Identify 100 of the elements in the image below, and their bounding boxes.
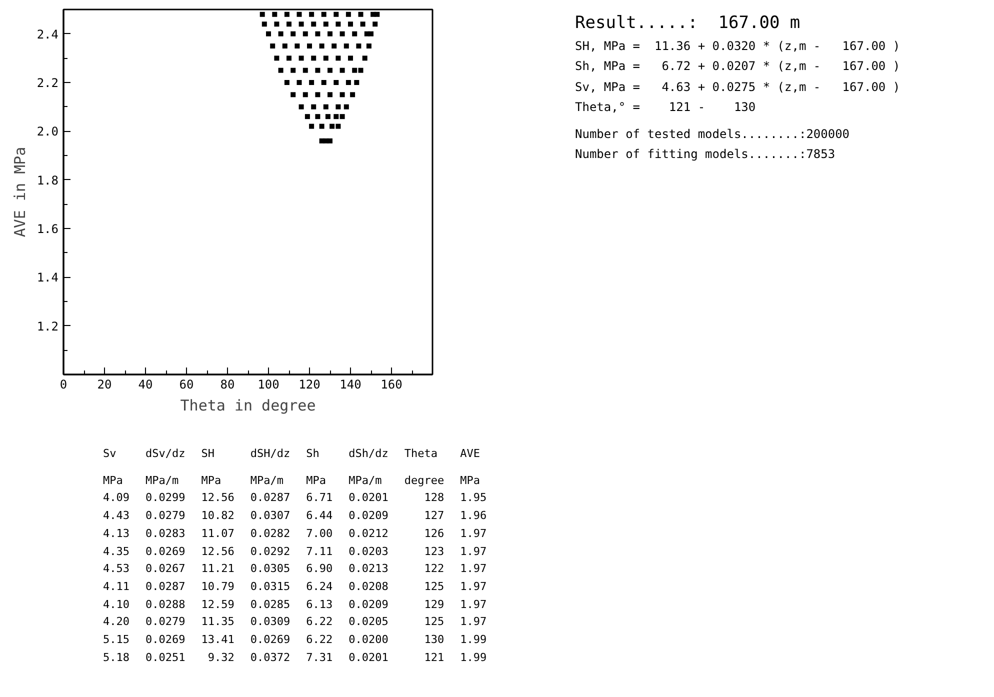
text: 1.97 [459,614,488,630]
x-tick-label: 100 [258,378,280,392]
text: Sh, MPa = 6.72 + 0.0207 * (z,m - 167.00 ) [575,58,900,76]
text: MPa/m [144,472,180,489]
text: 13.41 [200,632,236,648]
text: 1.97 [459,544,488,560]
text: 1.96 [459,508,488,524]
text: 6.22 [305,632,334,648]
text: 0.0287 [144,578,186,595]
text: 0.0299 [144,490,186,506]
x-axis-title: Theta in degree [180,396,316,414]
text: 0.0305 [249,561,292,578]
text: 0.0287 [249,490,292,506]
y-tick-label: 1.6 [36,222,59,236]
text: 1.97 [459,526,488,542]
text: Number of fitting models.......:7853 [575,146,836,163]
text: 0.0269 [249,632,292,648]
text: 0.0282 [249,526,292,542]
text: 11.21 [200,561,236,578]
text: degree [403,472,446,489]
y-tick-label: 2.2 [36,76,59,90]
text: 6.90 [305,561,334,578]
text: 0.0292 [249,544,292,560]
text: 1.97 [459,596,488,613]
text: dSv/dz [144,446,186,462]
text: AVE [459,446,481,462]
x-tick-label: 140 [340,378,362,392]
text: 5.18 [102,650,130,666]
text: Sv [102,446,118,462]
text: 12.59 [200,596,236,613]
text: 0.0307 [249,508,292,524]
text: 123 [423,544,446,560]
x-tick-label: 160 [380,378,402,392]
text: 0.0212 [348,526,390,542]
text: MPa [305,472,327,489]
text: 4.10 [102,596,130,613]
text: 1.95 [459,490,488,506]
text: 10.79 [200,578,236,595]
y-axis-title: AVE in MPa [10,146,29,238]
text: 0.0201 [348,490,390,506]
text: 0.0309 [249,614,292,630]
text: 0.0208 [348,578,390,595]
x-tick-label: 20 [97,378,112,392]
text: 6.44 [305,508,334,524]
text: 11.35 [200,614,236,630]
text: 0.0209 [348,508,390,524]
x-tick-label: 120 [298,378,320,392]
text: 125 [423,578,446,595]
text: 0.0213 [348,561,390,578]
x-tick-label: 0 [60,378,68,392]
text: 4.35 [102,544,130,560]
text: Sv, MPa = 4.63 + 0.0275 * (z,m - 167.00 ) [575,78,900,96]
text: 6.71 [305,490,334,506]
text: 12.56 [200,490,236,506]
y-tick-label: 1.4 [36,270,59,285]
x-tick-label: 80 [220,378,235,392]
text: 1.99 [459,650,488,666]
text: 1.99 [459,632,488,648]
text: 0.0372 [249,650,292,666]
text: SH, MPa = 11.36 + 0.0320 * (z,m - 167.00 ) [575,38,900,56]
text: 7.31 [305,650,334,666]
text: 6.13 [305,596,334,613]
text: 127 [423,508,446,524]
text: 0.0283 [144,526,186,542]
text: 122 [423,561,446,578]
y-tick-label: 2.0 [36,124,59,139]
text: 4.20 [102,614,130,630]
text: dSH/dz [249,446,292,462]
text: 129 [423,596,446,613]
text: 6.24 [305,578,334,595]
text: 0.0279 [144,508,186,524]
text: 4.53 [102,561,130,578]
y-tick-label: 1.2 [36,319,59,334]
text: 4.09 [102,490,130,506]
text: Number of tested models........:200000 [575,126,851,143]
text: 10.82 [200,508,236,524]
text: 7.00 [305,526,334,542]
text: Theta,° = 121 - 130 [575,98,757,116]
text: 0.0267 [144,561,186,578]
text: 5.15 [102,632,130,648]
text: 0.0200 [348,632,390,648]
text: MPa [200,472,222,489]
x-tick-label: 40 [138,378,153,392]
y-tick-label: 2.4 [36,27,59,42]
y-tick-label: 1.8 [36,173,59,188]
x-tick-label: 60 [179,378,194,392]
text: 125 [423,614,446,630]
text: MPa [102,472,124,489]
text: 11.07 [200,526,236,542]
text: Result.....: 167.00 m [575,12,802,35]
text: MPa/m [249,472,284,489]
text: Theta [403,446,438,462]
text: 4.11 [102,578,130,595]
text: 4.13 [102,526,130,542]
text: 121 [423,650,446,666]
text: dSh/dz [348,446,390,462]
text: 0.0285 [249,596,292,613]
text: 128 [423,490,446,506]
text: 0.0251 [144,650,186,666]
text: 6.22 [305,614,334,630]
